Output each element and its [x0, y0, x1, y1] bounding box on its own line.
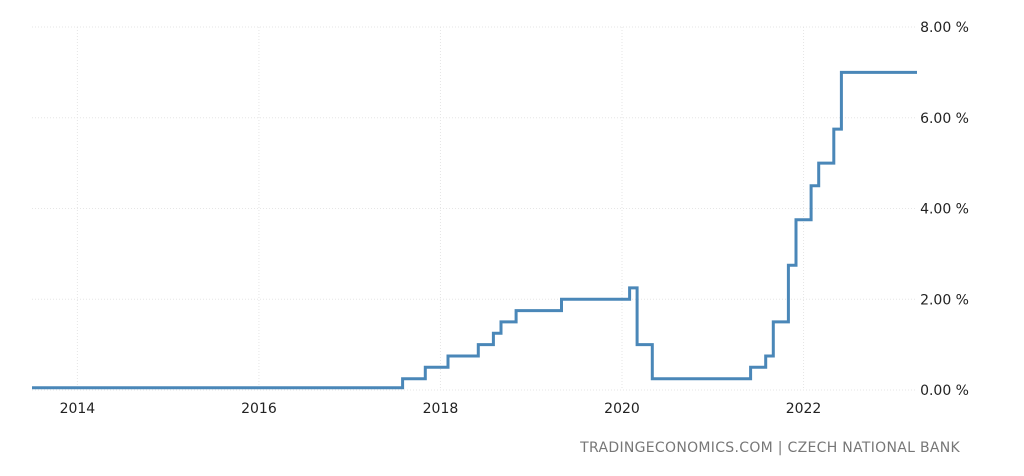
series-line — [32, 70, 917, 390]
y-tick-label: 8.00 % — [920, 20, 969, 36]
series-layer — [32, 70, 917, 390]
grid-lines — [32, 26, 917, 391]
x-axis-ticks: 2014 2016 2018 2020 2022 — [60, 401, 822, 417]
x-tick-label: 2022 — [786, 401, 822, 417]
x-tick-label: 2016 — [241, 401, 277, 417]
y-axis-ticks: 0.00 % 2.00 % 4.00 % 6.00 % 8.00 % — [920, 20, 969, 399]
source-credit: TRADINGECONOMICS.COM | CZECH NATIONAL BA… — [580, 440, 960, 456]
y-tick-label: 0.00 % — [920, 383, 969, 399]
x-tick-label: 2020 — [604, 401, 640, 417]
y-tick-label: 6.00 % — [920, 111, 969, 127]
y-tick-label: 4.00 % — [920, 202, 969, 218]
x-tick-label: 2018 — [423, 401, 459, 417]
y-tick-label: 2.00 % — [920, 292, 969, 308]
x-tick-label: 2014 — [60, 401, 96, 417]
